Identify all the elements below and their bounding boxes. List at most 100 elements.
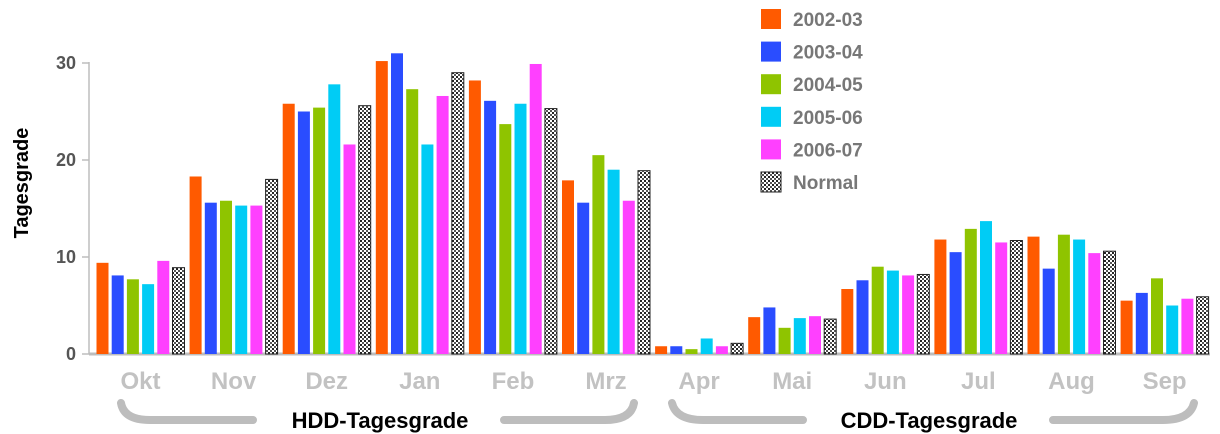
bar-dez-2005-06 bbox=[328, 84, 341, 354]
legend-swatch-2004-05 bbox=[761, 74, 781, 95]
bar-apr-2002-03 bbox=[655, 346, 668, 354]
bar-jul-2003-04 bbox=[949, 252, 962, 354]
bar-jan-2003-04 bbox=[391, 53, 403, 355]
bar-jan-2006-07 bbox=[436, 95, 449, 354]
bar-okt-2004-05 bbox=[126, 279, 139, 354]
bar-jun-2003-04 bbox=[856, 280, 869, 354]
legend-label-2002-03: 2002-03 bbox=[793, 10, 863, 31]
bar-jun-2004-05 bbox=[871, 266, 884, 354]
legend: 2002-03 2003-04 2004-05 2005-06 2006-07 Norma… bbox=[760, 9, 863, 194]
bar-aug-2002-03 bbox=[1027, 236, 1040, 354]
bar-feb-2006-07 bbox=[529, 63, 542, 354]
bar-dez-2004-05 bbox=[313, 107, 326, 355]
bar-mai-2006-07 bbox=[809, 316, 821, 354]
bar-aug-2004-05 bbox=[1057, 234, 1070, 354]
group-brackets: HDD-Tagesgrade CDD-Tagesgrade bbox=[117, 399, 1198, 433]
x-tick-label-aug: Aug bbox=[1048, 368, 1095, 395]
bar-mrz-2003-04 bbox=[577, 202, 590, 354]
bar-nov-2005-06 bbox=[235, 205, 248, 354]
bar-nov-normal bbox=[265, 178, 279, 355]
bar-apr-2003-04 bbox=[670, 346, 683, 354]
bar-mrz-2002-03 bbox=[562, 180, 574, 354]
bar-feb-2005-06 bbox=[514, 103, 527, 355]
x-tick-label-jun: Jun bbox=[864, 368, 907, 395]
bar-sep-2006-07 bbox=[1181, 298, 1194, 354]
bar-apr-2004-05 bbox=[685, 349, 698, 354]
bar-okt-normal bbox=[172, 267, 185, 355]
x-tick-label-feb: Feb bbox=[492, 368, 535, 395]
y-tick-label: 30 bbox=[56, 53, 76, 73]
bar-okt-2003-04 bbox=[111, 275, 124, 354]
bar-okt-2002-03 bbox=[96, 262, 109, 354]
bar-mrz-2004-05 bbox=[592, 155, 605, 354]
bar-feb-2003-04 bbox=[484, 100, 497, 354]
bar-sep-2004-05 bbox=[1151, 278, 1163, 354]
bars bbox=[96, 53, 1210, 355]
bar-dez-normal bbox=[358, 105, 372, 355]
x-tick-label-dez: Dez bbox=[305, 368, 348, 395]
x-tick-label-apr: Apr bbox=[678, 368, 719, 395]
legend-label-normal: Normal bbox=[793, 173, 858, 194]
bar-mai-2005-06 bbox=[793, 318, 806, 354]
cdd-bracket-right bbox=[1049, 399, 1198, 424]
bar-jun-2006-07 bbox=[902, 275, 915, 354]
bar-aug-normal bbox=[1103, 250, 1116, 355]
bar-feb-2002-03 bbox=[468, 80, 481, 355]
hdd-bracket-right bbox=[500, 399, 638, 424]
legend-label-2005-06: 2005-06 bbox=[793, 108, 863, 129]
bar-okt-2006-07 bbox=[157, 260, 170, 354]
bar-jun-2005-06 bbox=[886, 270, 899, 354]
x-tick-label-jul: Jul bbox=[961, 368, 996, 395]
y-tick-label: 0 bbox=[66, 344, 76, 364]
bar-aug-2003-04 bbox=[1042, 268, 1055, 354]
bar-sep-2002-03 bbox=[1120, 300, 1133, 354]
bar-nov-2006-07 bbox=[250, 205, 263, 354]
y-tick-label: 10 bbox=[56, 247, 76, 267]
bar-mrz-normal bbox=[637, 170, 651, 355]
bar-mrz-2006-07 bbox=[622, 200, 635, 354]
bar-dez-2003-04 bbox=[297, 111, 310, 354]
bar-dez-2002-03 bbox=[282, 103, 295, 355]
bar-jul-normal bbox=[1009, 240, 1023, 355]
bar-mai-2002-03 bbox=[748, 317, 761, 354]
bar-feb-2004-05 bbox=[499, 124, 512, 354]
bar-jun-normal bbox=[916, 273, 930, 355]
bar-aug-2005-06 bbox=[1073, 239, 1086, 354]
x-tick-label-mrz: Mrz bbox=[585, 368, 626, 395]
y-tick-label: 20 bbox=[56, 150, 76, 170]
legend-label-2004-05: 2004-05 bbox=[793, 75, 863, 96]
legend-swatch-2002-03 bbox=[761, 9, 781, 29]
bar-sep-normal bbox=[1196, 296, 1210, 355]
bar-jul-2005-06 bbox=[980, 221, 992, 354]
bar-jan-2002-03 bbox=[375, 61, 388, 355]
bar-aug-2006-07 bbox=[1088, 253, 1101, 354]
bar-jul-2004-05 bbox=[964, 228, 977, 354]
bar-jun-2002-03 bbox=[841, 289, 854, 354]
bar-sep-2005-06 bbox=[1166, 305, 1179, 354]
bar-mai-normal bbox=[823, 318, 837, 355]
bar-mrz-2005-06 bbox=[607, 169, 620, 354]
legend-swatch-2003-04 bbox=[761, 41, 781, 62]
hdd-bracket-left bbox=[117, 399, 257, 424]
bar-mai-2003-04 bbox=[763, 307, 776, 354]
legend-swatch-2006-07 bbox=[761, 139, 781, 160]
legend-label-2003-04: 2003-04 bbox=[793, 43, 863, 64]
bar-nov-2002-03 bbox=[189, 176, 202, 354]
cdd-group-label: CDD-Tagesgrade bbox=[841, 408, 1018, 433]
bar-dez-2006-07 bbox=[343, 144, 356, 354]
bar-nov-2003-04 bbox=[204, 202, 217, 354]
bar-apr-2006-07 bbox=[715, 346, 728, 354]
bar-nov-2004-05 bbox=[220, 200, 232, 354]
bar-okt-2005-06 bbox=[142, 284, 155, 354]
bar-jan-normal bbox=[451, 72, 465, 355]
bar-apr-2005-06 bbox=[700, 338, 713, 354]
bar-sep-2003-04 bbox=[1135, 292, 1148, 354]
hdd-group-label: HDD-Tagesgrade bbox=[292, 408, 469, 433]
x-tick-label-sep: Sep bbox=[1143, 368, 1187, 395]
legend-swatch-normal bbox=[760, 171, 782, 193]
bar-jan-2004-05 bbox=[406, 89, 419, 354]
x-tick-label-jan: Jan bbox=[399, 368, 440, 395]
bar-jul-2006-07 bbox=[995, 242, 1008, 354]
x-tick-label-mai: Mai bbox=[772, 368, 812, 395]
